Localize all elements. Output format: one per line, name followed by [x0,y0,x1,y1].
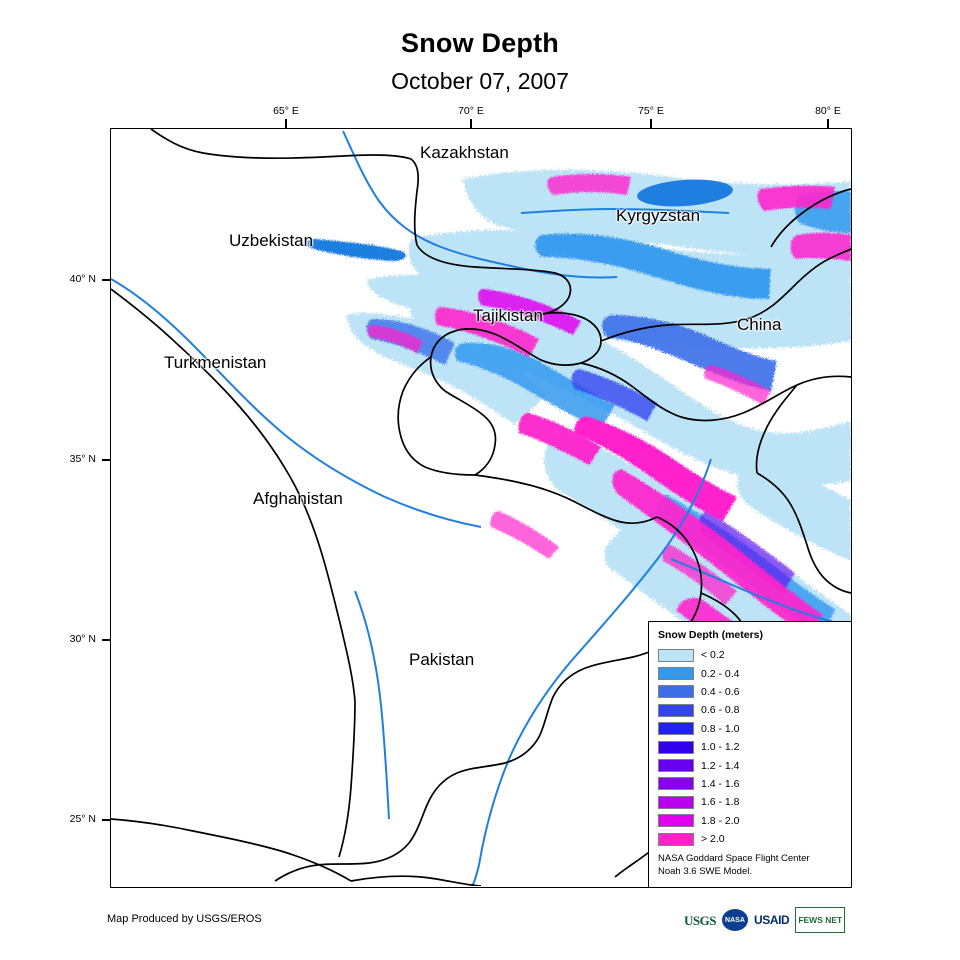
legend-note-line2: Noah 3.6 SWE Model. [658,865,752,877]
legend-label: 0.2 - 0.4 [701,667,740,680]
legend-note-line1: NASA Goddard Space Flight Center [658,853,810,865]
country-label-tajikistan: Tajikistan [473,306,543,325]
legend-swatch [658,814,694,828]
legend-swatch [658,648,694,662]
legend-row: 1.2 - 1.4 [658,756,851,774]
legend-swatch [658,832,694,846]
lon-tick-80e [827,119,829,128]
legend-swatch [658,667,694,681]
lat-label-30n: 30° N [69,633,96,645]
legend-swatch [658,722,694,736]
lat-label-35n: 35° N [69,453,96,465]
lon-label-75e: 75° E [638,105,664,117]
lat-tick-30n [102,639,111,641]
legend-label: 1.4 - 1.6 [701,777,740,790]
country-label-afghanistan: Afghanistan [253,489,343,508]
lon-label-65e: 65° E [273,105,299,117]
legend-title: Snow Depth (meters) [658,629,764,641]
legend-row: 1.6 - 1.8 [658,793,851,811]
legend-label: 1.6 - 1.8 [701,796,740,809]
legend-swatch [658,740,694,754]
lat-label-40n: 40° N [69,273,96,285]
usaid-logo: USAID [753,913,790,927]
lon-label-70e: 70° E [458,105,484,117]
legend-row: 1.4 - 1.6 [658,775,851,793]
legend-row: 0.8 - 1.0 [658,720,851,738]
lon-tick-70e [470,119,472,128]
nasa-logo: NASA [721,909,748,931]
legend-label: < 0.2 [701,649,725,662]
lat-tick-35n [102,459,111,461]
lon-tick-75e [650,119,652,128]
legend-label: 1.8 - 2.0 [701,814,740,827]
legend-swatch [658,685,694,699]
country-label-turkmenistan: Turkmenistan [164,353,267,372]
legend-swatch [658,795,694,809]
legend-label: 1.2 - 1.4 [701,759,740,772]
legend-label: 1.0 - 1.2 [701,741,740,754]
page-subtitle: October 07, 2007 [391,68,569,94]
legend-row: 0.2 - 0.4 [658,664,851,682]
lat-tick-40n [102,279,111,281]
legend-row: 0.6 - 0.8 [658,701,851,719]
fews-net-logo: FEWS NET [795,907,846,933]
legend-label: 0.8 - 1.0 [701,722,740,735]
country-label-kyrgyzstan: Kyrgyzstan [616,206,701,225]
legend-swatch [658,759,694,773]
legend-label: > 2.0 [701,833,725,846]
legend-panel: Snow Depth (meters) < 0.2 0.2 - 0.4 0.4 - … [648,621,852,888]
country-label-uzbekistan: Uzbekistan [229,231,314,250]
page-title: Snow Depth [401,28,559,58]
legend-note: NASA Goddard Space Flight Center Noah 3.… [658,853,851,878]
legend-rows: < 0.2 0.2 - 0.4 0.4 - 0.6 0.6 - 0.8 0.8 - 1.… [658,646,851,848]
country-label-china: China [737,315,782,334]
legend-label: 0.6 - 0.8 [701,704,740,717]
legend-row: 1.0 - 1.2 [658,738,851,756]
country-label-kazakhstan: Kazakhstan [420,143,509,162]
legend-swatch [658,703,694,717]
legend-row: < 0.2 [658,646,851,664]
lat-label-25n: 25° N [69,813,96,825]
legend-row: 1.8 - 2.0 [658,812,851,830]
map-credit: Map Produced by USGS/EROS [107,913,262,925]
lat-tick-25n [102,819,111,821]
lon-tick-65e [285,119,287,128]
usgs-logo: USGS [684,912,716,928]
legend-swatch [658,777,694,791]
legend-label: 0.4 - 0.6 [701,685,740,698]
country-label-pakistan: Pakistan [409,650,475,669]
legend-row: 0.4 - 0.6 [658,683,851,701]
legend-row: > 2.0 [658,830,851,848]
agency-logos: USGS NASA USAID FEWS NET [684,907,846,933]
lon-label-80e: 80° E [815,105,841,117]
